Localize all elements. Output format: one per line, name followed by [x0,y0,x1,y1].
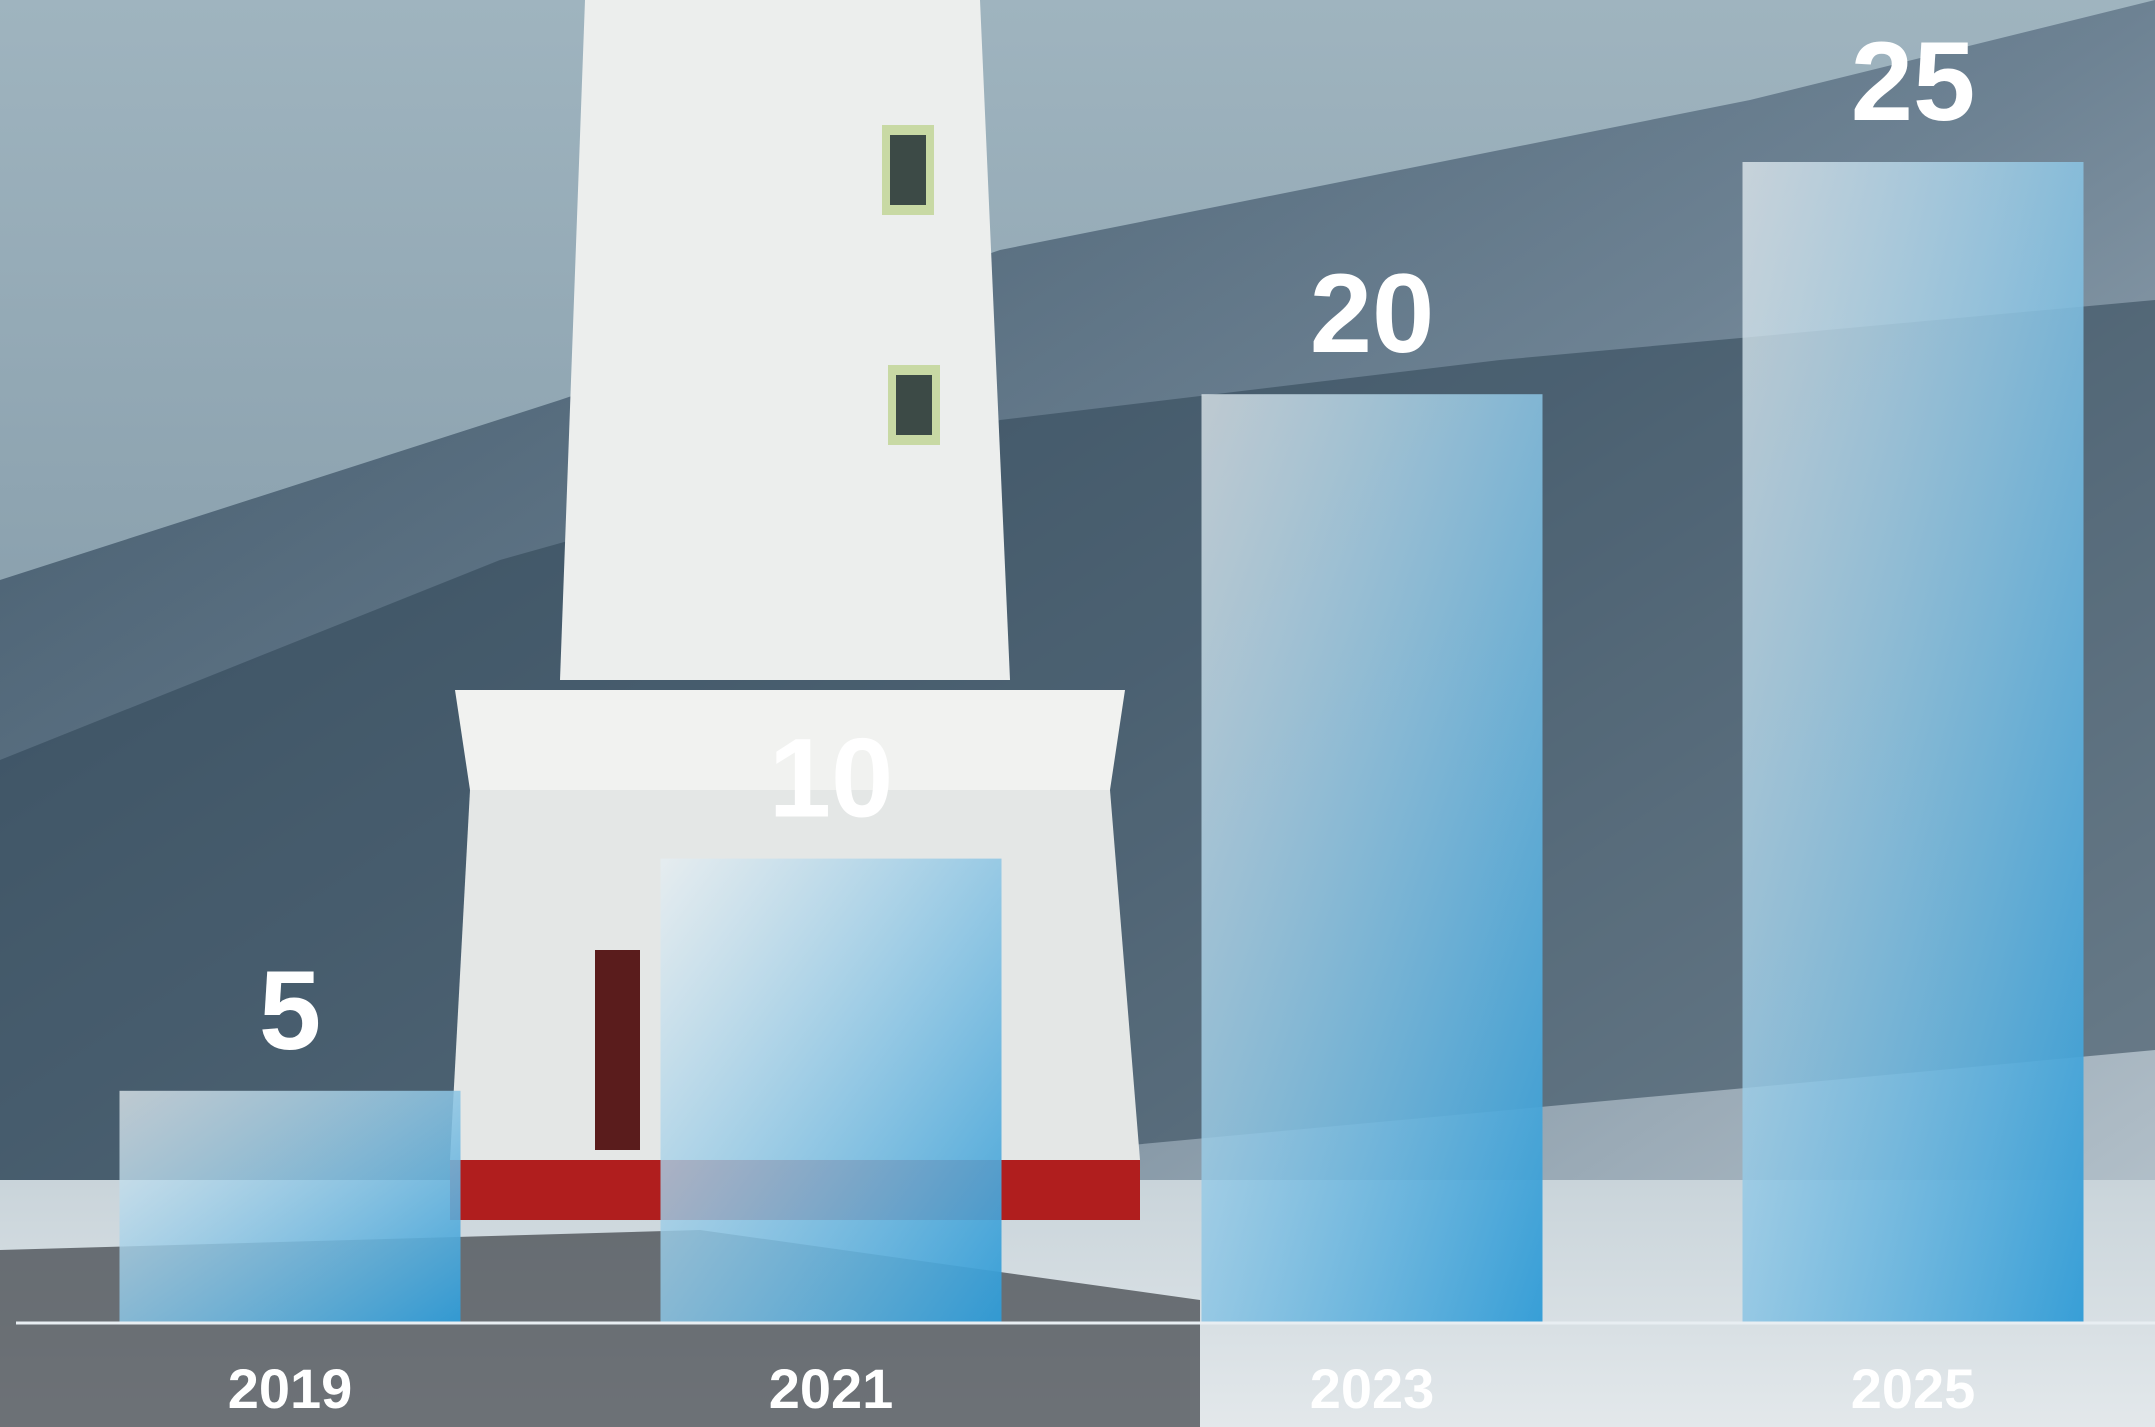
bar [120,1091,461,1323]
value-label: 5 [259,948,321,1073]
bar [1202,394,1543,1323]
value-label: 25 [1851,19,1976,144]
page: {"chart_data": {"type": "bar", "categori… [0,0,2155,1427]
x-tick-label: 2023 [1310,1357,1435,1420]
x-tick-label: 2025 [1851,1357,1976,1420]
value-label: 10 [769,716,894,841]
bar [661,859,1002,1323]
x-tick-label: 2021 [769,1357,894,1420]
chart: 5 2019 10 2021 20 2023 25 2025 [0,0,2155,1427]
value-label: 20 [1310,251,1435,376]
bar [1743,162,2084,1323]
x-tick-label: 2019 [228,1357,353,1420]
